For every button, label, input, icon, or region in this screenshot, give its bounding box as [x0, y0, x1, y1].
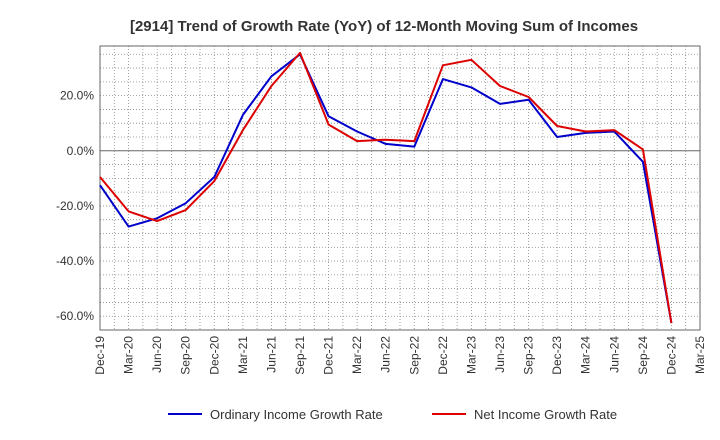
x-tick-label: Sep-23: [522, 336, 536, 375]
plot-area: -60.0% -40.0% -20.0% 0.0% 20.0% Dec-19 Mar-20 J…: [56, 45, 707, 375]
x-tick-label: Sep-24: [636, 336, 650, 375]
x-tick-label: Dec-24: [664, 336, 678, 375]
x-tick-label: Sep-20: [179, 336, 193, 375]
x-tick-label: Mar-21: [236, 336, 250, 374]
y-tick-label: -40.0%: [56, 254, 94, 268]
legend-label: Ordinary Income Growth Rate: [210, 407, 383, 422]
series-line-net-income: [99, 51, 673, 324]
x-tick-label: Jun-21: [264, 336, 278, 373]
series-line-ordinary-income: [99, 53, 673, 324]
x-tick-label: Dec-20: [207, 336, 221, 375]
x-tick-label: Mar-20: [122, 336, 136, 374]
legend: Ordinary Income Growth Rate Net Income Gr…: [168, 407, 617, 422]
x-tick-label: Dec-22: [436, 336, 450, 375]
x-tick-label: Mar-24: [579, 336, 593, 374]
x-tick-label: Jun-23: [493, 336, 507, 373]
x-tick-label: Mar-23: [464, 336, 478, 374]
x-tick-label: Sep-21: [293, 336, 307, 375]
legend-label: Net Income Growth Rate: [474, 407, 617, 422]
x-tick-label: Mar-22: [350, 336, 364, 374]
x-tick-label: Dec-21: [322, 336, 336, 375]
chart-title: [2914] Trend of Growth Rate (YoY) of 12-…: [130, 18, 638, 35]
plot-border: [99, 45, 701, 331]
x-tick-label: Jun-24: [607, 336, 621, 373]
y-tick-label: 0.0%: [67, 144, 95, 158]
y-tick-label: 20.0%: [60, 89, 94, 103]
x-tick-label: Dec-19: [93, 336, 107, 375]
x-tick-label: Mar-25: [693, 336, 707, 374]
x-tick-label: Sep-22: [407, 336, 421, 375]
x-tick-label: Jun-22: [379, 336, 393, 373]
x-tick-label: Dec-23: [550, 336, 564, 375]
y-tick-label: -60.0%: [56, 309, 94, 323]
y-tick-label: -20.0%: [56, 199, 94, 213]
x-tick-label: Jun-20: [150, 336, 164, 373]
